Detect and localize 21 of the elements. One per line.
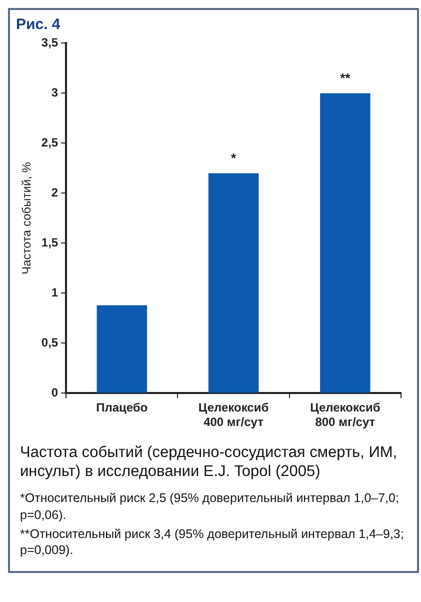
annotation: *	[231, 150, 238, 166]
x-tick-label: Целекоксиб 400 мг/сут	[198, 400, 269, 430]
y-tick-label: 2	[51, 186, 58, 200]
text: Частота событий (сердечно-сосудистая смерть, ИМ, инсульт) в исследовании E.J. Topol (2005)	[20, 443, 398, 482]
bar	[96, 305, 148, 393]
y-tick-label: 0	[51, 386, 58, 400]
y-tick-label: 3	[51, 86, 58, 100]
text: **Относительный риск 3,4 (95% доверительный интервал 1,4–9,3; p=0,009).	[20, 526, 405, 560]
y-axis-title: Частота событий, %	[20, 162, 34, 274]
text: *Относительный риск 2,5 (95% доверительный интервал 1,0–7,0; p=0,06).	[20, 490, 400, 524]
annotation: **	[340, 70, 352, 86]
y-tick-label: 3,5	[41, 36, 58, 50]
y-tick-label: 1	[51, 286, 58, 300]
y-tick-label: 1,5	[41, 236, 58, 250]
x-tick-label: Плацебо	[96, 400, 148, 415]
x-tick-label: Целекоксиб 800 мг/сут	[310, 400, 380, 430]
bar	[208, 173, 259, 393]
y-tick-label: 2,5	[41, 136, 58, 150]
y-tick-label: 0,5	[41, 336, 58, 350]
bar	[320, 93, 370, 393]
chart-title: Рис. 4	[16, 16, 62, 33]
